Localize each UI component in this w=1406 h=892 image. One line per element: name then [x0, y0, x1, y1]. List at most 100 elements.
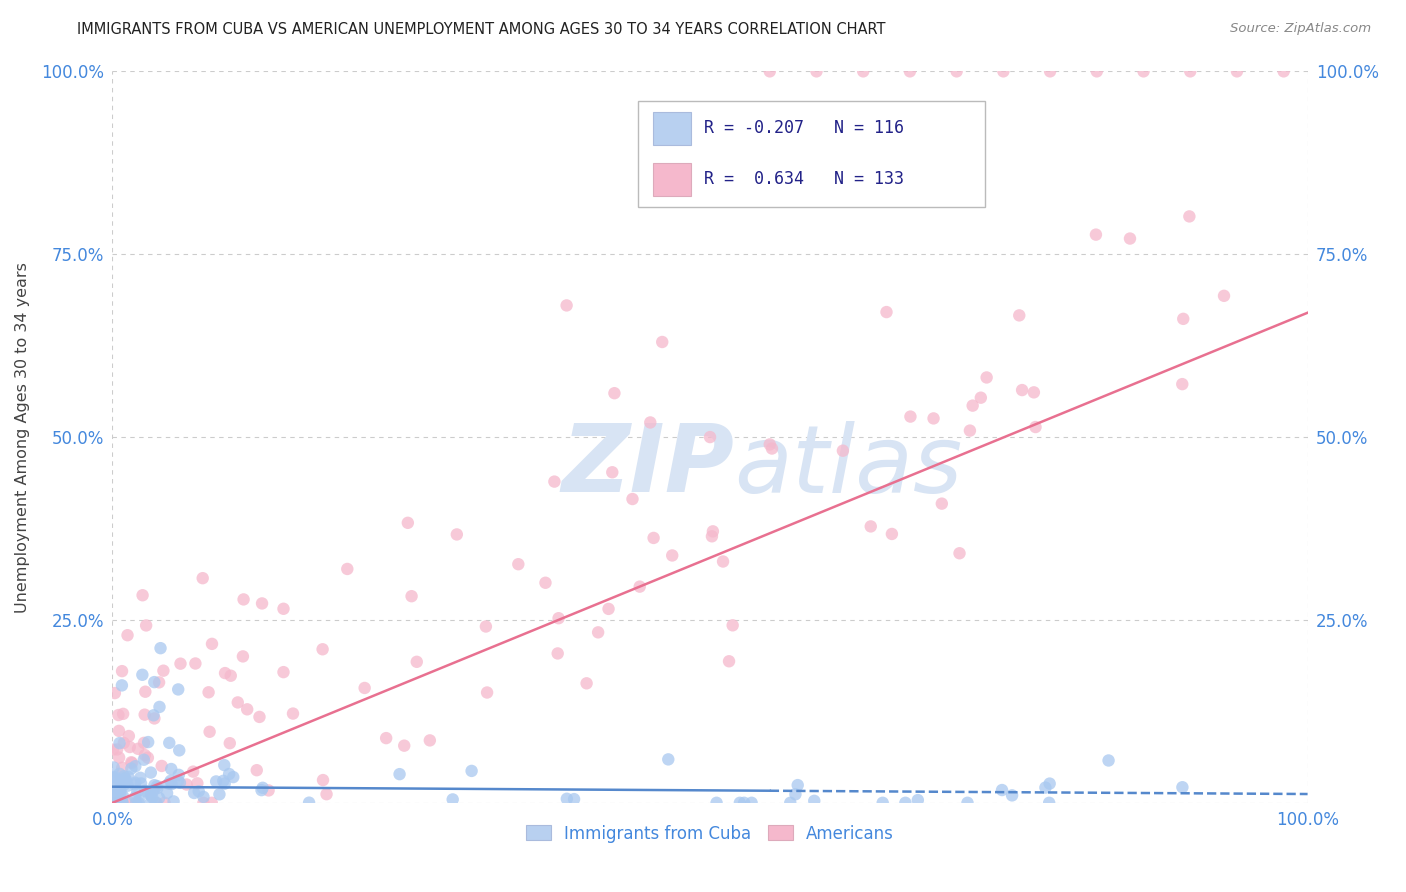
Y-axis label: Unemployment Among Ages 30 to 34 years: Unemployment Among Ages 30 to 34 years	[15, 261, 30, 613]
Point	[281, 706, 304, 721]
Point	[118, 729, 141, 743]
Point	[167, 773, 190, 788]
Point	[711, 554, 734, 568]
Point	[250, 783, 273, 797]
Point	[1180, 64, 1202, 78]
Point	[118, 739, 141, 754]
Point	[148, 700, 170, 714]
Point	[962, 399, 984, 413]
Point	[104, 788, 127, 802]
Point	[1097, 754, 1119, 768]
Point	[880, 527, 903, 541]
Point	[475, 685, 498, 699]
Point	[101, 796, 124, 810]
Point	[169, 657, 191, 671]
Point	[396, 516, 419, 530]
Point	[129, 776, 152, 790]
Point	[143, 675, 166, 690]
Point	[547, 647, 569, 661]
Point	[134, 707, 156, 722]
Point	[160, 762, 183, 776]
Point	[111, 796, 134, 810]
Point	[375, 731, 398, 745]
Point	[786, 778, 808, 792]
Text: R =  0.634   N = 133: R = 0.634 N = 133	[704, 169, 904, 188]
Point	[803, 794, 825, 808]
Point	[785, 787, 807, 801]
Point	[103, 760, 125, 774]
Point	[1039, 776, 1062, 790]
Point	[104, 686, 127, 700]
Point	[103, 789, 125, 803]
Point	[108, 794, 131, 808]
Point	[706, 796, 728, 810]
Point	[246, 763, 269, 777]
Point	[107, 784, 129, 798]
Point	[1022, 385, 1045, 400]
Point	[657, 752, 679, 766]
Point	[460, 764, 482, 778]
Point	[922, 411, 945, 425]
Point	[702, 524, 724, 539]
Point	[101, 796, 124, 810]
Point	[167, 768, 190, 782]
Point	[148, 675, 170, 690]
Point	[212, 773, 235, 788]
Point	[103, 770, 125, 784]
Point	[831, 443, 853, 458]
Point	[111, 678, 134, 692]
Point	[112, 777, 135, 791]
Point	[214, 758, 236, 772]
Point	[388, 767, 411, 781]
Point	[143, 711, 166, 725]
Point	[543, 475, 565, 489]
Point	[103, 796, 125, 810]
Point	[145, 796, 167, 810]
Point	[117, 779, 139, 793]
Point	[249, 710, 271, 724]
Point	[142, 783, 165, 797]
Point	[105, 780, 128, 794]
Point	[806, 64, 828, 78]
Point	[101, 742, 124, 756]
Point	[120, 796, 142, 810]
Point	[101, 791, 124, 805]
Point	[222, 770, 245, 784]
Point	[907, 793, 929, 807]
Point	[103, 794, 125, 808]
Point	[112, 769, 135, 783]
Point	[108, 736, 131, 750]
Point	[127, 784, 149, 798]
Point	[586, 625, 609, 640]
Point	[105, 742, 128, 756]
Point	[186, 776, 208, 790]
Point	[205, 774, 228, 789]
Point	[120, 762, 142, 776]
Point	[252, 780, 274, 795]
Point	[135, 618, 157, 632]
Point	[141, 790, 163, 805]
Point	[124, 777, 146, 791]
Legend: Immigrants from Cuba, Americans: Immigrants from Cuba, Americans	[519, 818, 901, 849]
Point	[718, 654, 741, 668]
Point	[134, 748, 156, 763]
Point	[232, 649, 254, 664]
Text: Source: ZipAtlas.com: Source: ZipAtlas.com	[1230, 22, 1371, 36]
Point	[959, 424, 981, 438]
Point	[110, 776, 132, 790]
Point	[721, 618, 744, 632]
Point	[187, 784, 209, 798]
Point	[1038, 796, 1060, 810]
Point	[201, 796, 224, 810]
Point	[353, 681, 375, 695]
Text: ZIP: ZIP	[561, 420, 734, 512]
Point	[257, 783, 280, 797]
Point	[945, 64, 967, 78]
Point	[872, 796, 894, 810]
Point	[108, 796, 131, 810]
Text: atlas: atlas	[734, 421, 962, 512]
Point	[214, 777, 236, 791]
Point	[894, 796, 917, 810]
Point	[101, 796, 124, 810]
Point	[1171, 780, 1194, 795]
